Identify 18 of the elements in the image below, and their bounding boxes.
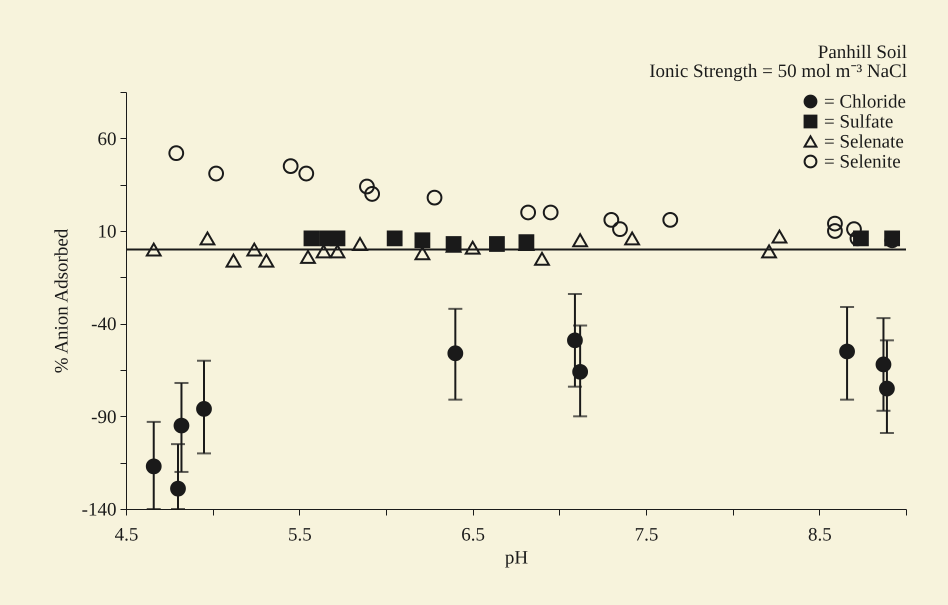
x-tick-label: 4.5 [114,524,138,546]
legend-label: = Selenate [824,132,904,152]
legend-label: = Sulfate [824,112,894,132]
y-tick-label: -90 [91,406,116,428]
chart-title: Panhill Soil [818,42,907,63]
x-axis-title: pH [504,548,528,568]
y-tick-label: -40 [91,314,116,336]
y-axis-title: % Anion Adsorbed [52,228,73,374]
y-tick-label: 10 [98,222,116,242]
legend-label: = Selenite [824,152,901,172]
x-tick-label: 5.5 [288,524,312,546]
x-tick-label: 6.5 [461,524,486,546]
x-tick-label: 8.5 [808,524,832,546]
legend-label: = Chloride [824,92,906,112]
y-tick-label: -140 [82,500,116,520]
y-tick-label: 60 [98,128,116,150]
x-tick-label: 7.5 [634,524,658,546]
chart-subtitle: Ionic Strength = 50 mol m⁻³ NaCl [649,61,907,82]
